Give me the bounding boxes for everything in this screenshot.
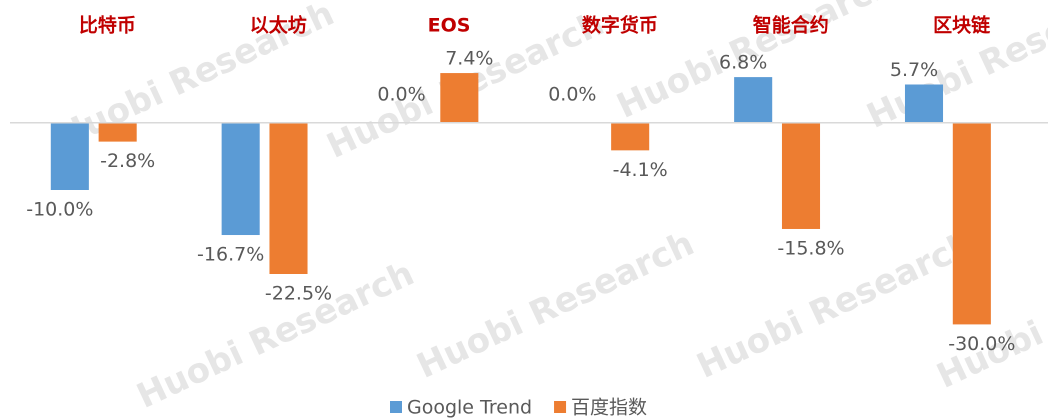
legend-swatch: [390, 401, 402, 413]
bar: [611, 122, 650, 151]
category-label: 数字货币: [582, 14, 658, 37]
value-label: -16.7%: [197, 244, 264, 266]
category-label: 区块链: [933, 14, 990, 37]
legend-label: Google Trend: [407, 397, 532, 419]
bar: [781, 122, 821, 229]
bar: [734, 77, 773, 123]
watermark: Huobi Research: [411, 224, 700, 387]
value-label: -2.8%: [100, 150, 155, 172]
bar: [440, 73, 479, 123]
watermark: Huobi Research: [131, 254, 420, 417]
value-label: -4.1%: [613, 159, 668, 181]
bar: [269, 122, 308, 274]
category-label: 比特币: [79, 15, 136, 37]
value-label: 6.8%: [719, 52, 767, 74]
value-label: 7.4%: [445, 48, 493, 70]
category-label: 以太坊: [250, 14, 307, 37]
legend-label: 百度指数: [571, 397, 647, 419]
bar: [952, 122, 991, 325]
bar: [904, 84, 944, 123]
value-label: 0.0%: [548, 83, 596, 105]
legend-swatch: [554, 401, 567, 413]
bar: [221, 122, 260, 236]
bar: [50, 122, 89, 190]
value-label: 0.0%: [377, 83, 425, 105]
category-label: EOS: [428, 15, 471, 37]
value-label: -30.0%: [948, 333, 1015, 355]
value-label: -10.0%: [26, 199, 93, 221]
bar: [98, 122, 137, 142]
value-label: -22.5%: [265, 283, 332, 305]
category-label: 智能合约: [753, 14, 829, 37]
value-label: 5.7%: [890, 59, 938, 81]
value-label: -15.8%: [777, 237, 844, 259]
